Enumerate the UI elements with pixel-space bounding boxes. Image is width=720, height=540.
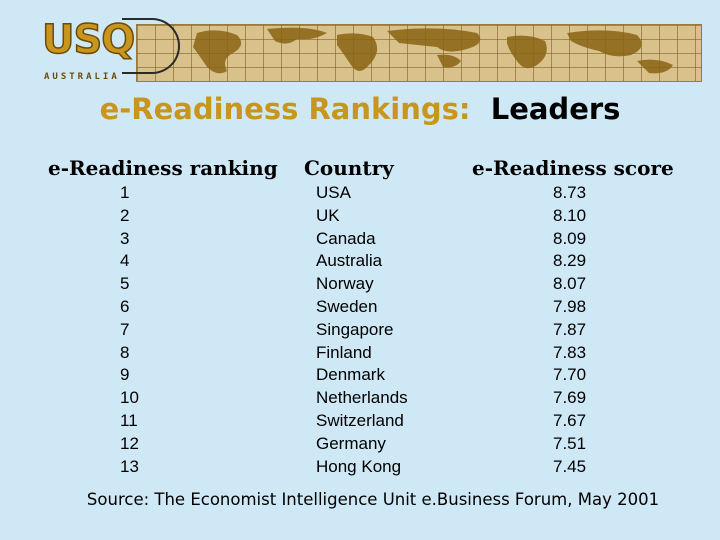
logo-subtitle: AUSTRALIA (44, 72, 120, 82)
country-cell: UK (316, 205, 340, 225)
rank-cell: 9 (120, 365, 130, 385)
rank-cell: 8 (120, 342, 130, 362)
slide-title: e-Readiness Rankings: Leaders (0, 92, 720, 126)
score-cell: 7.70 (553, 365, 587, 385)
country-cell: Finland (316, 342, 372, 362)
score-cell: 8.10 (553, 205, 587, 225)
header-rank: e-Readiness ranking (48, 156, 278, 180)
country-cell: Netherlands (316, 388, 408, 408)
usq-logo: USQ AUSTRALIA (38, 14, 180, 88)
score-cell: 7.98 (553, 296, 587, 316)
score-cell: 7.67 (553, 410, 587, 430)
rank-cell: 1 (120, 183, 130, 202)
score-cell: 8.07 (553, 274, 587, 294)
rank-column: 1 2 3 4 5 6 7 8 9 10 11 12 13 (120, 182, 139, 478)
header-country: Country (304, 156, 394, 180)
country-cell: Norway (316, 274, 374, 294)
rank-cell: 13 (120, 456, 139, 476)
header-score: e-Readiness score (472, 156, 674, 180)
country-cell: Hong Kong (316, 456, 402, 476)
score-cell: 8.09 (553, 228, 587, 248)
country-cell: Canada (316, 228, 376, 248)
country-cell: Denmark (316, 365, 385, 385)
country-cell: Switzerland (316, 410, 404, 430)
country-cell: Germany (316, 433, 386, 453)
score-cell: 7.87 (553, 319, 587, 339)
rank-cell: 2 (120, 205, 130, 225)
logo-oval (122, 18, 180, 74)
world-map-icon (193, 27, 673, 74)
score-cell: 8.73 (553, 183, 587, 202)
world-map-banner (136, 24, 702, 82)
rank-cell: 4 (120, 251, 130, 271)
country-cell: Australia (316, 251, 383, 271)
score-cell: 7.83 (553, 342, 587, 362)
country-cell: Sweden (316, 296, 378, 316)
logo-word: USQ (41, 16, 136, 64)
score-cell: 7.45 (553, 456, 587, 476)
rank-cell: 7 (120, 319, 130, 339)
country-column: USA UK Canada Australia Norway Sweden Singapor… (316, 182, 408, 478)
rank-cell: 10 (120, 388, 139, 408)
score-cell: 7.69 (553, 388, 587, 408)
rank-cell: 5 (120, 274, 130, 294)
source-note: Source: The Economist Intelligence Unit … (86, 490, 660, 509)
score-cell: 8.29 (553, 251, 587, 271)
rank-cell: 6 (120, 296, 130, 316)
rank-cell: 12 (120, 433, 139, 453)
country-cell: USA (316, 183, 351, 202)
rank-cell: 11 (120, 410, 138, 430)
score-cell: 7.51 (553, 433, 587, 453)
score-column: 8.73 8.10 8.09 8.29 8.07 7.98 7.87 7.83 7.70 7.69… (553, 182, 586, 478)
title-part1: e-Readiness Rankings: (99, 92, 471, 126)
rank-cell: 3 (120, 228, 130, 248)
country-cell: Singapore (316, 319, 394, 339)
title-part2: Leaders (490, 92, 621, 126)
